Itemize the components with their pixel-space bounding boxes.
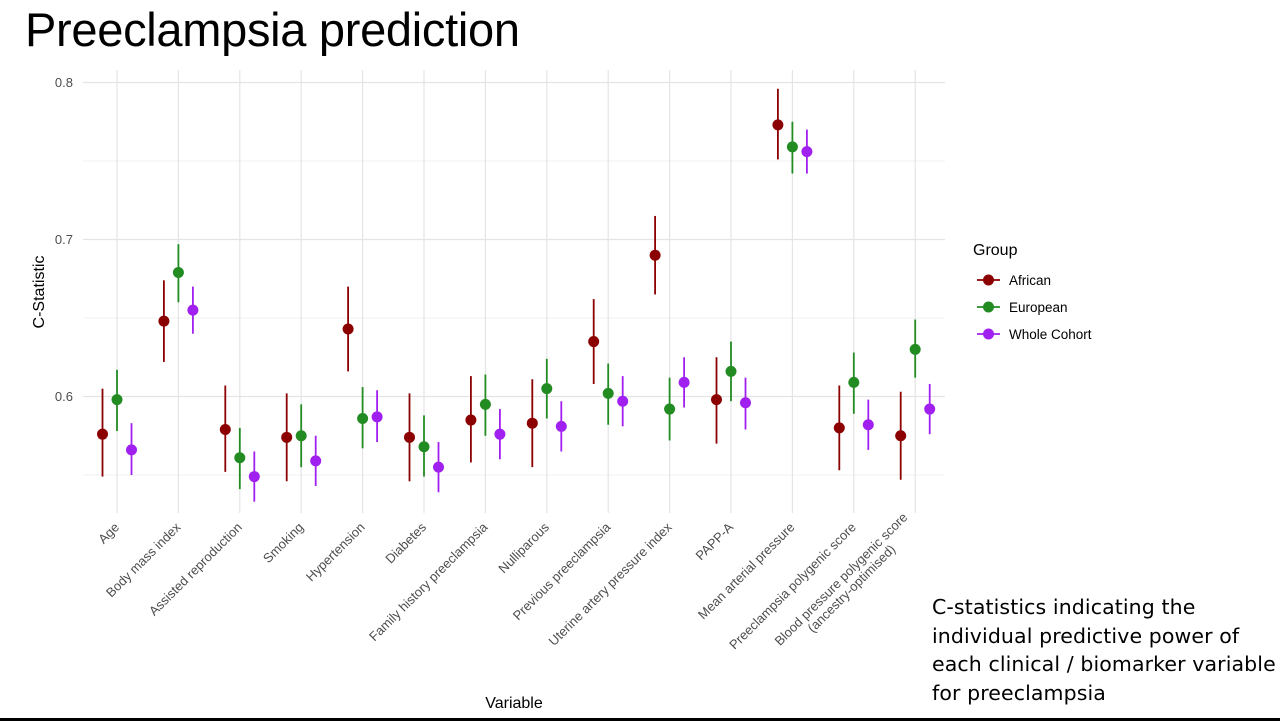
legend-label: European — [1009, 300, 1068, 315]
data-point — [187, 304, 199, 316]
data-point — [357, 412, 369, 424]
data-point — [158, 315, 170, 327]
data-point — [126, 444, 137, 456]
x-tick-label: Diabetes — [382, 519, 429, 566]
x-tick-label: Age — [95, 520, 122, 547]
data-point — [418, 441, 430, 453]
legend-label: Whole Cohort — [1009, 327, 1092, 342]
data-point — [433, 461, 444, 473]
data-point — [342, 323, 354, 335]
x-tick-label: Uterine artery pressure index — [546, 519, 675, 648]
y-tick-label: 0.8 — [55, 75, 73, 90]
y-axis-title: C-Statistic — [31, 256, 48, 329]
data-point — [526, 417, 538, 429]
data-point — [862, 419, 874, 431]
data-point — [617, 395, 629, 407]
data-point — [740, 397, 751, 409]
data-point — [664, 403, 676, 415]
data-point — [678, 376, 690, 388]
data-point — [234, 452, 246, 464]
data-point — [711, 394, 722, 406]
data-point — [404, 431, 415, 443]
x-axis-title: Variable — [485, 695, 543, 712]
y-tick-label: 0.6 — [55, 389, 73, 404]
x-tick-label: Smoking — [260, 520, 306, 566]
data-point — [111, 394, 123, 406]
data-point — [602, 387, 614, 399]
legend-title: Group — [973, 242, 1018, 259]
data-point — [295, 430, 307, 442]
data-point — [97, 428, 108, 440]
data-point — [909, 343, 921, 355]
legend-key-point — [983, 301, 994, 313]
data-point — [465, 414, 477, 426]
slide-title: Preeclampsia prediction — [25, 3, 520, 56]
data-point — [895, 430, 907, 442]
data-point — [479, 398, 491, 410]
data-point — [786, 141, 798, 153]
legend-key-point — [983, 274, 994, 286]
data-point — [219, 423, 231, 435]
legend-label: African — [1009, 273, 1051, 288]
data-point — [281, 431, 293, 443]
data-point — [248, 471, 260, 483]
x-tick-label: PAPP-A — [692, 519, 736, 563]
data-point — [172, 266, 184, 278]
x-tick-label: Nulliparous — [495, 519, 552, 576]
data-point — [848, 376, 860, 388]
data-point — [833, 422, 845, 434]
data-point — [310, 455, 322, 467]
slide-caption: C-statistics indicating the individual p… — [932, 595, 1276, 705]
data-point — [924, 403, 936, 415]
data-point — [588, 336, 600, 348]
data-point — [772, 119, 784, 131]
bottom-divider — [0, 718, 1280, 721]
data-point — [649, 249, 661, 261]
data-point — [371, 411, 383, 423]
x-tick-label: Hypertension — [303, 520, 368, 585]
data-point — [725, 365, 737, 377]
data-point — [555, 420, 567, 432]
y-tick-label: 0.7 — [55, 232, 73, 247]
data-point — [801, 146, 813, 158]
x-tick-label: Family history preeclampsia — [366, 519, 491, 644]
legend-key-point — [983, 328, 994, 340]
data-point — [541, 383, 553, 395]
data-point — [494, 428, 506, 440]
